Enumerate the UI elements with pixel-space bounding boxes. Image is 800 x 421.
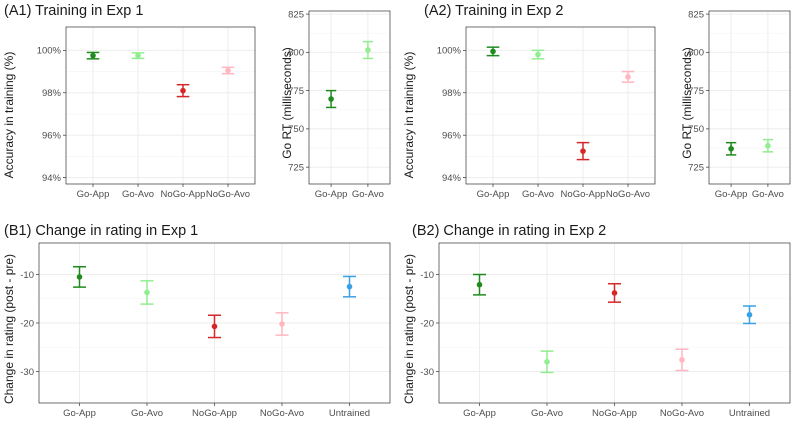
- y-tick-label: 775: [688, 86, 704, 97]
- y-tick-label: 725: [288, 162, 304, 173]
- data-point-go-avo: [365, 47, 371, 53]
- y-axis-label: Go RT (milliseconds): [680, 47, 694, 159]
- data-point-nogo-avo: [225, 67, 231, 74]
- x-tick-label: Go-App: [315, 189, 348, 200]
- panel-frame: [65, 26, 256, 185]
- x-tick-label: NoGo-App: [192, 408, 237, 419]
- data-point-go-app: [728, 145, 734, 152]
- y-tick-label: -20: [420, 318, 434, 329]
- y-tick-label: -10: [20, 270, 34, 281]
- panel-title: (A1) Training in Exp 1: [4, 3, 143, 19]
- y-tick-label: 94%: [442, 173, 462, 184]
- panel-a1-go-rt: Go RT (milliseconds) 725 750 775 800 825 Go-A…: [280, 9, 391, 200]
- x-tick-label: Go-Avo: [122, 189, 154, 200]
- data-point-go-app: [490, 48, 496, 55]
- data-point-go-app: [328, 96, 334, 102]
- y-tick-label: -30: [420, 367, 434, 378]
- y-tick-label: 96%: [442, 131, 462, 142]
- data-point-go-app: [476, 281, 483, 288]
- panel-frame: [308, 10, 391, 185]
- y-axis-label: Accuracy in training (%): [402, 52, 416, 179]
- x-tick-label: Go-Avo: [752, 189, 784, 200]
- data-point-go-avo: [544, 358, 550, 365]
- x-tick-label: Go-Avo: [131, 408, 163, 419]
- y-tick-label: 825: [288, 9, 304, 20]
- data-point-untrained: [746, 311, 753, 318]
- panel-a2-training-exp2: (A2) Training in Exp 2 Accuracy in train…: [402, 3, 656, 200]
- y-axis-label: Change in rating (post - pre): [402, 254, 416, 404]
- data-point-go-avo: [765, 142, 771, 149]
- y-tick-label: 825: [688, 9, 704, 20]
- panel-b1-rating-change-exp1: (B1) Change in rating in Exp 1 Change in…: [2, 223, 391, 419]
- x-tick-label: NoGo-Avo: [206, 189, 250, 200]
- data-point-nogo-app: [580, 148, 586, 154]
- x-tick-label: Go-App: [463, 408, 496, 419]
- data-point-go-avo: [135, 52, 141, 59]
- data-point-nogo-app: [211, 323, 218, 330]
- panel-b2-rating-change-exp2: (B2) Change in rating in Exp 2 Change in…: [402, 223, 791, 419]
- x-tick-label: Go-Avo: [352, 189, 384, 200]
- data-point-go-app: [90, 52, 96, 59]
- data-point-go-app: [76, 274, 83, 280]
- y-tick-label: 100%: [437, 46, 462, 57]
- panel-title: (A2) Training in Exp 2: [424, 3, 563, 19]
- x-tick-label: Go-App: [715, 189, 748, 200]
- x-tick-label: Go-App: [477, 189, 510, 200]
- y-tick-label: -10: [420, 270, 434, 281]
- panel-frame: [465, 26, 656, 185]
- y-tick-label: 800: [688, 48, 704, 59]
- y-axis-label: Accuracy in training (%): [2, 52, 16, 179]
- y-tick-label: -20: [20, 318, 34, 329]
- data-point-go-avo: [144, 289, 150, 296]
- x-tick-label: NoGo-Avo: [260, 408, 304, 419]
- y-axis-label: Change in rating (post - pre): [2, 254, 16, 404]
- x-tick-label: Untrained: [729, 408, 770, 419]
- y-tick-label: 750: [688, 124, 704, 135]
- panel-frame: [708, 10, 791, 185]
- x-tick-label: NoGo-App: [592, 408, 637, 419]
- x-tick-label: NoGo-App: [561, 189, 606, 200]
- data-point-nogo-avo: [625, 74, 631, 80]
- y-tick-label: 94%: [42, 173, 62, 184]
- x-tick-label: Go-Avo: [522, 189, 554, 200]
- x-tick-label: Untrained: [329, 408, 370, 419]
- x-tick-label: NoGo-Avo: [606, 189, 650, 200]
- data-point-nogo-avo: [679, 357, 685, 363]
- x-tick-label: NoGo-App: [161, 189, 206, 200]
- y-tick-label: 100%: [37, 46, 62, 57]
- y-tick-label: 96%: [42, 131, 62, 142]
- panel-a1-training-exp1: (A1) Training in Exp 1 Accuracy in train…: [2, 3, 256, 200]
- data-point-nogo-app: [611, 290, 618, 296]
- panel-title: (B2) Change in rating in Exp 2: [412, 223, 606, 239]
- y-tick-label: 775: [288, 86, 304, 97]
- y-tick-label: 98%: [442, 88, 462, 99]
- x-tick-label: Go-Avo: [531, 408, 563, 419]
- y-tick-label: 725: [688, 162, 704, 173]
- panel-title: (B1) Change in rating in Exp 1: [4, 223, 198, 239]
- data-point-nogo-avo: [279, 321, 285, 327]
- x-tick-label: Go-App: [77, 189, 110, 200]
- panel-a2-go-rt: Go RT (milliseconds) 725 750 775 800 825 Go-A…: [680, 9, 791, 200]
- x-tick-label: Go-App: [63, 408, 96, 419]
- y-axis-label: Go RT (milliseconds): [280, 47, 294, 159]
- y-tick-label: 98%: [42, 88, 62, 99]
- x-tick-label: NoGo-Avo: [660, 408, 704, 419]
- data-point-untrained: [346, 283, 353, 290]
- data-point-go-avo: [535, 51, 541, 58]
- y-tick-label: 750: [288, 124, 304, 135]
- y-tick-label: -30: [20, 367, 34, 378]
- y-tick-label: 800: [288, 48, 304, 59]
- data-point-nogo-app: [180, 87, 186, 94]
